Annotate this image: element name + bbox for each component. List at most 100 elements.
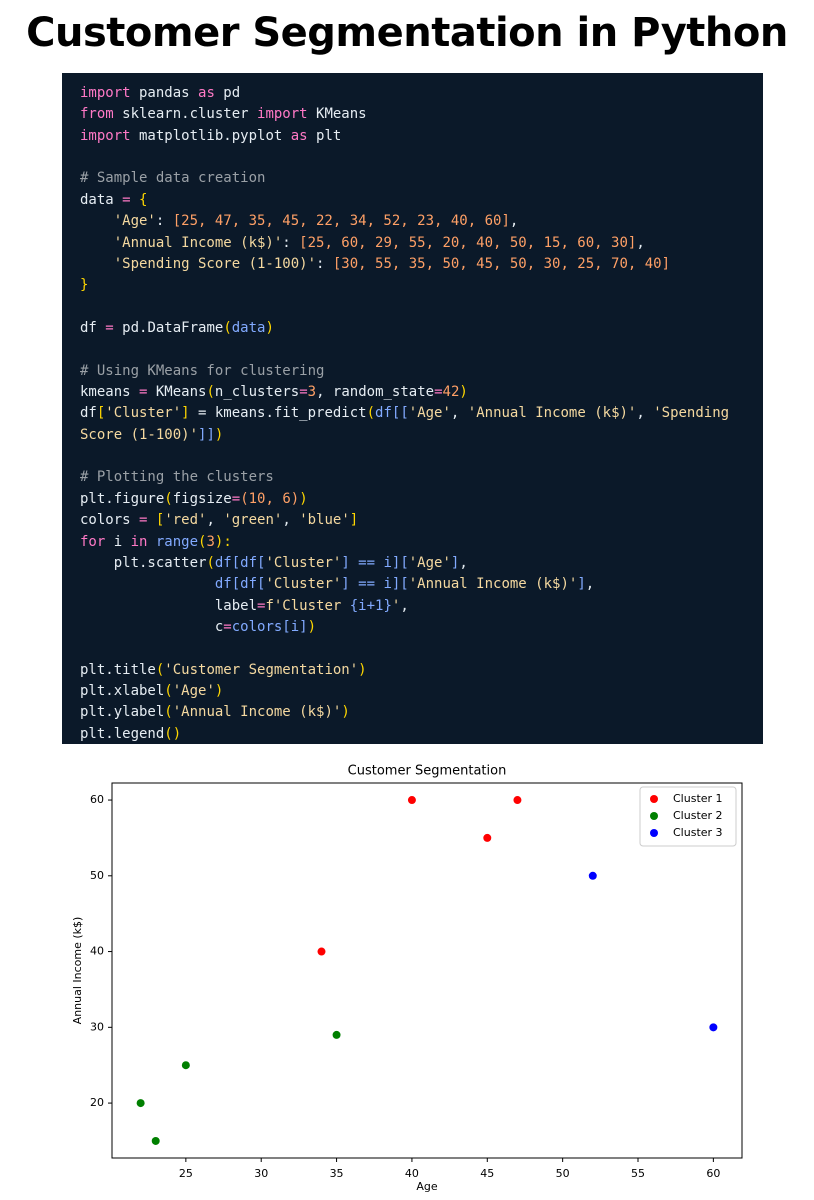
code-token: (	[198, 533, 207, 550]
code-token: kmeans	[80, 384, 140, 401]
point	[709, 1023, 718, 1032]
y-tick-label: 50	[90, 869, 104, 882]
code-line: 'Spending Score (1-100)': [30, 55, 35, 5…	[80, 254, 763, 275]
code-token: (	[155, 661, 165, 678]
code-token: [	[147, 512, 165, 529]
legend-marker	[650, 829, 658, 837]
code-line: 'Annual Income (k$)': [25, 60, 29, 55, 2…	[80, 233, 763, 254]
x-tick-label: 60	[706, 1167, 720, 1180]
code-token: 'blue'	[299, 512, 350, 529]
code-token: =	[299, 384, 308, 401]
code-token: data	[80, 191, 123, 208]
code-token: 'Age'	[172, 683, 215, 700]
point	[181, 1061, 190, 1070]
code-token: ,	[636, 405, 654, 422]
x-tick-label: 50	[556, 1167, 570, 1180]
code-token: 'Annual Income (k$)'	[80, 234, 283, 251]
code-token: df[df[	[214, 554, 266, 571]
code-token: matplotlib.pyplot	[130, 127, 291, 144]
code-token: :	[282, 234, 300, 251]
code-token: )	[265, 319, 274, 336]
code-line: df[df['Cluster'] == i]['Annual Income (k…	[80, 574, 763, 595]
legend-label: Cluster 1	[673, 792, 723, 805]
code-token: ,	[450, 405, 468, 422]
code-token: (	[206, 554, 215, 571]
code-token: KMeans	[147, 384, 207, 401]
plot-frame	[111, 782, 743, 1159]
point	[317, 947, 326, 956]
code-token: # Sample data creation	[80, 170, 266, 187]
code-line: df['Cluster'] = kmeans.fit_predict(df[['…	[80, 403, 763, 424]
code-token: ,	[636, 234, 645, 251]
code-token: :	[316, 255, 333, 272]
code-token: # Using KMeans for clustering	[80, 362, 325, 379]
code-token: ]	[181, 405, 190, 422]
code-token: ,	[206, 512, 224, 529]
code-line: df = pd.DataFrame(data)	[80, 318, 763, 339]
code-token: :	[155, 213, 173, 230]
page-title: Customer Segmentation in Python	[26, 10, 788, 56]
code-token: ,	[282, 512, 300, 529]
code-token: as	[198, 85, 215, 101]
chart-title: Customer Segmentation	[348, 764, 507, 779]
code-token: ,	[459, 554, 468, 571]
code-token: f'Cluster	[265, 597, 350, 614]
y-tick-label: 20	[90, 1096, 104, 1109]
code-token: plt.scatter	[80, 554, 207, 571]
x-tick-label: 30	[254, 1167, 268, 1180]
code-line: label=f'Cluster {i+1}',	[80, 596, 763, 617]
point	[513, 796, 522, 805]
code-token: import	[80, 127, 131, 144]
code-token: # Plotting the clusters	[80, 469, 274, 486]
code-token: Score (1-100)'	[80, 426, 199, 443]
code-line: plt.title('Customer Segmentation')	[80, 660, 763, 681]
code-line: data = {	[80, 190, 763, 211]
code-token: [25, 60, 29, 55, 20, 40, 50, 15, 60, 30]	[299, 234, 637, 251]
code-token: {	[130, 191, 148, 208]
code-token: 'Spending	[653, 405, 730, 422]
code-token: = kmeans.fit_predict	[189, 405, 367, 422]
code-token: plt.ylabel	[80, 704, 165, 721]
chart: Customer Segmentation Age Annual Income (k…	[71, 764, 743, 1193]
code-line: # Using KMeans for clustering	[80, 361, 763, 382]
code-line	[80, 297, 763, 318]
code-token: 'Cluster'	[265, 554, 342, 571]
code-token: ,	[585, 576, 595, 593]
code-line: for i in range(3):	[80, 532, 763, 553]
code-line: plt.scatter(df[df['Cluster'] == i]['Age'…	[80, 553, 763, 574]
code-line: colors = ['red', 'green', 'blue']	[80, 510, 763, 531]
code-token: from	[80, 106, 114, 123]
code-token: plt	[307, 127, 342, 144]
code-token: =	[223, 618, 232, 635]
code-token: pd	[214, 85, 241, 101]
code-token: 'Age'	[408, 554, 451, 571]
code-token: (	[366, 405, 376, 422]
y-tick-label: 40	[90, 945, 104, 958]
code-token: colors[i]	[231, 618, 308, 635]
point	[136, 1099, 145, 1108]
code-token: '	[391, 597, 401, 614]
code-token: import	[80, 85, 131, 101]
code-token: 3	[206, 533, 215, 550]
code-token: =	[139, 512, 148, 529]
code-line	[80, 147, 763, 168]
code-token: ] == i][	[341, 554, 409, 571]
code-token: colors	[80, 512, 140, 529]
code-token: label	[80, 597, 258, 614]
y-tick-label: 30	[90, 1020, 104, 1033]
code-token: (	[164, 490, 173, 507]
code-token: (	[206, 384, 215, 401]
code-block: import pandas as pd from sklearn.cluster …	[62, 73, 763, 744]
code-line: plt.ylabel('Annual Income (k$)')	[80, 702, 763, 723]
code-token: plt.title	[80, 661, 156, 678]
code-token: c	[80, 618, 224, 635]
code-token: }	[80, 277, 89, 294]
legend-marker	[650, 812, 658, 820]
code-token: 'Age'	[80, 213, 156, 230]
code-token: sklearn.cluster	[113, 106, 258, 123]
x-tick-label: 45	[480, 1167, 494, 1180]
code-line: plt.xlabel('Age')	[80, 681, 763, 702]
code-line: c=colors[i])	[80, 617, 763, 638]
code-token: plt.figure	[80, 490, 165, 507]
